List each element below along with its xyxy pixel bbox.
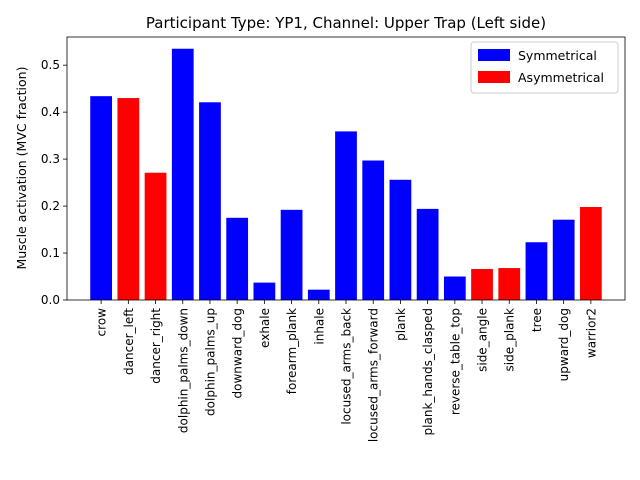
legend-label: Symmetrical — [518, 48, 597, 63]
bar-locused-arms-forward — [362, 160, 385, 300]
x-tick-label: plank_hands_clasped — [421, 308, 435, 435]
legend-swatch — [478, 71, 510, 83]
bar-side-plank — [498, 268, 521, 300]
y-tick-label: 0.3 — [41, 152, 60, 166]
y-tick-label: 0.2 — [41, 199, 60, 213]
bars-layer — [90, 48, 602, 300]
x-tick-label: plank — [394, 308, 408, 341]
y-tick-label: 0.5 — [41, 58, 60, 72]
bar-side-angle — [471, 269, 493, 300]
bar-plank — [389, 179, 412, 300]
bar-dancer-left — [117, 98, 140, 300]
x-tick-label: reverse_table_top — [448, 308, 462, 415]
x-tick-label: crow — [95, 308, 109, 337]
y-tick-label: 0.1 — [41, 246, 60, 260]
x-tick-label: warrior2 — [584, 308, 598, 358]
plot-frame — [66, 36, 626, 301]
y-axis-label: Muscle activation (MVC fraction) — [14, 67, 29, 270]
x-tick-label: dancer_right — [149, 308, 163, 384]
chart-title: Participant Type: YP1, Channel: Upper Tr… — [146, 14, 546, 32]
x-axis: crow dancer_left dancer_right dolphin_palms… — [95, 300, 598, 442]
bar-upward-dog — [552, 219, 575, 300]
x-tick-label: exhale — [258, 308, 272, 348]
bar-inhale — [307, 289, 330, 300]
bar-dolphin-palms-down — [171, 48, 194, 300]
x-tick-label: locused_arms_back — [340, 308, 354, 425]
y-tick-label: 0.0 — [41, 293, 60, 307]
bar-reverse-table-top — [443, 276, 466, 300]
x-tick-label: locused_arms_forward — [367, 308, 381, 442]
legend-label: Asymmetrical — [518, 70, 604, 85]
x-tick-label: side_angle — [476, 308, 490, 372]
bar-plank-hands-clasped — [416, 208, 439, 300]
bar-tree — [525, 242, 548, 300]
legend-swatch — [478, 49, 510, 61]
bar-locused-arms-back — [335, 131, 357, 300]
x-tick-label: downward_dog — [231, 308, 245, 398]
x-tick-label: side_plank — [503, 308, 517, 371]
x-tick-label: forearm_plank — [285, 308, 299, 394]
y-tick-label: 0.4 — [41, 105, 60, 119]
bar-downward-dog — [226, 217, 249, 300]
x-tick-label: upward_dog — [557, 308, 571, 381]
bar-dancer-right — [144, 172, 167, 300]
x-tick-label: inhale — [312, 308, 326, 345]
bar-forearm-plank — [280, 209, 303, 300]
x-tick-label: dolphin_palms_down — [176, 308, 190, 433]
legend: Symmetrical Asymmetrical — [470, 41, 619, 94]
x-tick-label: dolphin_palms_up — [203, 308, 217, 416]
y-axis: 0.0 0.1 0.2 0.3 0.4 0.5 — [41, 58, 67, 307]
bar-exhale — [253, 282, 276, 300]
bar-warrior2 — [579, 207, 602, 300]
bar-crow — [90, 96, 113, 300]
bar-dolphin-palms-up — [199, 102, 221, 300]
x-tick-label: dancer_left — [122, 308, 136, 375]
x-tick-label: tree — [530, 308, 544, 332]
